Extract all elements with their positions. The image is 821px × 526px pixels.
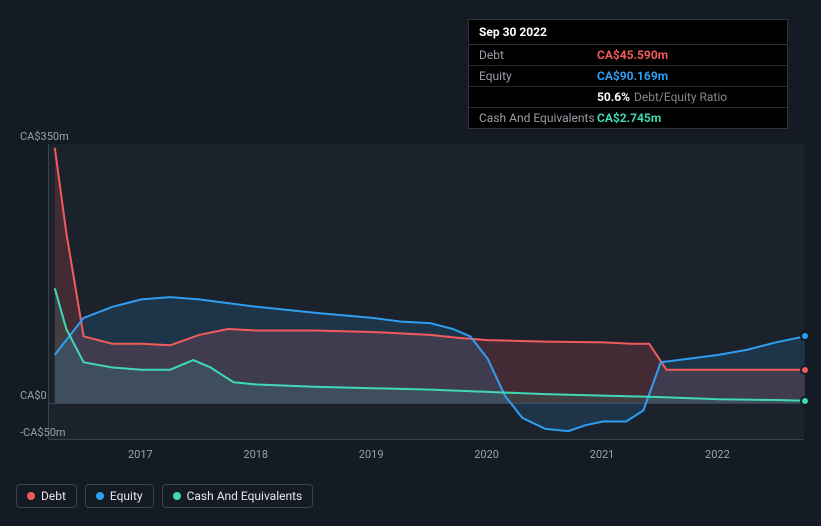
legend-item[interactable]: Equity	[85, 484, 154, 508]
chart: CA$350m CA$0 -CA$50m 2017 2018 2019 2020 2021 20…	[0, 0, 821, 526]
legend: Debt Equity Cash And Equivalents	[16, 484, 313, 508]
x-axis-tick: 2018	[243, 448, 268, 461]
y-axis-tick: CA$0	[20, 389, 47, 402]
x-axis-tick: 2017	[128, 448, 153, 461]
x-axis-tick: 2020	[474, 448, 499, 461]
x-axis-tick: 2021	[590, 448, 615, 461]
x-axis-tick: 2019	[359, 448, 384, 461]
y-axis-tick: -CA$50m	[20, 426, 66, 439]
series-end-dot	[800, 331, 810, 341]
legend-dot-icon	[173, 492, 181, 500]
series-end-dot	[800, 365, 810, 375]
y-axis-tick: CA$350m	[20, 130, 69, 143]
legend-label: Debt	[41, 489, 66, 503]
series-area	[55, 297, 805, 431]
legend-item[interactable]: Cash And Equivalents	[162, 484, 314, 508]
chart-svg	[49, 144, 805, 440]
legend-item[interactable]: Debt	[16, 484, 77, 508]
legend-label: Cash And Equivalents	[187, 489, 303, 503]
x-axis-tick: 2022	[705, 448, 730, 461]
series-end-dot	[800, 396, 810, 406]
legend-dot-icon	[27, 492, 35, 500]
legend-dot-icon	[96, 492, 104, 500]
legend-label: Equity	[110, 489, 143, 503]
plot-area[interactable]	[48, 144, 804, 440]
